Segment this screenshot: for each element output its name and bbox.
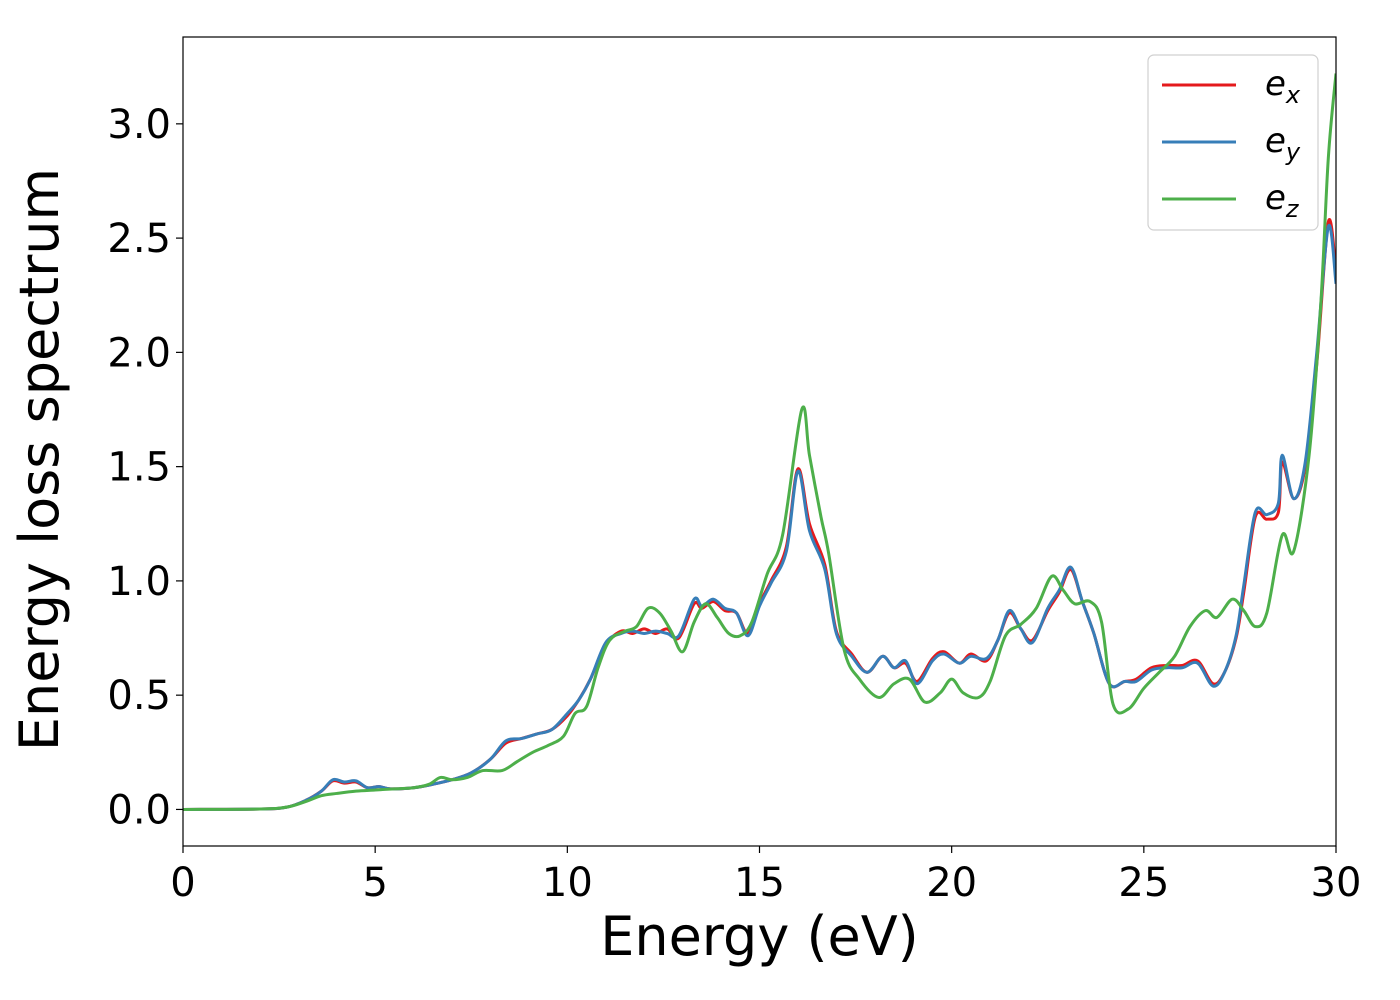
y-tick-label: 0.5 — [107, 673, 171, 719]
y-tick-label: 2.5 — [107, 216, 171, 262]
x-tick-label: 25 — [1118, 860, 1169, 906]
x-tick-label: 0 — [170, 860, 195, 906]
x-axis-ticks: 0 5 10 15 20 25 30 — [170, 846, 1361, 906]
legend-label-z: ez — [1265, 178, 1300, 223]
legend-label-y: ey — [1265, 121, 1301, 166]
series-line-z — [183, 73, 1336, 811]
y-tick-label: 3.0 — [107, 102, 171, 148]
y-tick-label: 0.0 — [107, 787, 171, 833]
legend: ex ey ez — [1147, 54, 1319, 231]
x-axis-label: Energy (eV) — [600, 905, 919, 968]
x-tick-label: 20 — [926, 860, 977, 906]
y-tick-label: 1.0 — [107, 559, 171, 605]
x-tick-label: 30 — [1311, 860, 1362, 906]
series-line-x — [183, 218, 1336, 811]
series-layer — [183, 73, 1336, 811]
legend-label-x: ex — [1265, 64, 1301, 109]
y-tick-label: 2.0 — [107, 330, 171, 376]
y-tick-label: 1.5 — [107, 445, 171, 491]
x-tick-label: 15 — [734, 860, 785, 906]
y-axis-label: Energy loss spectrum — [8, 168, 71, 751]
x-tick-label: 10 — [542, 860, 593, 906]
y-axis-ticks: 0.0 0.5 1.0 1.5 2.0 2.5 3.0 — [107, 102, 183, 833]
x-tick-label: 5 — [362, 860, 387, 906]
series-line-y — [183, 223, 1336, 811]
